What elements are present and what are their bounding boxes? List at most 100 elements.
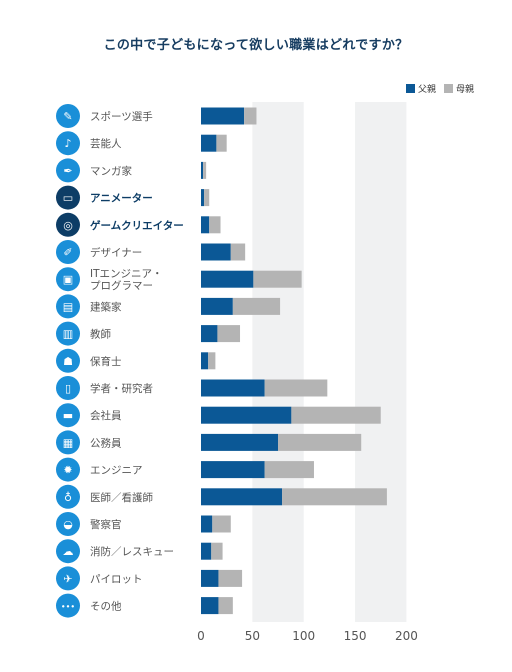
category-icon-circle (56, 566, 80, 591)
palette-icon: ✐ (63, 246, 72, 259)
fire-icon: ☁ (63, 545, 74, 558)
bar-father (201, 379, 265, 397)
category-label: 会社員 (90, 409, 122, 422)
grid-band (252, 102, 304, 622)
tv-icon: ▭ (63, 192, 73, 205)
category-label: スポーツ選手 (90, 110, 153, 123)
category-icon-circle (56, 484, 80, 509)
category-label: ゲームクリエイター (90, 219, 184, 232)
bar-mother (218, 569, 243, 587)
bar-father (201, 433, 279, 451)
flask-icon: ▯ (65, 382, 71, 395)
bar-mother (278, 433, 362, 451)
x-tick-label: 150 (344, 629, 367, 643)
bar-mother (264, 461, 314, 479)
category-label: 学者・研究者 (90, 382, 153, 395)
gamepad-icon: ◎ (63, 219, 73, 232)
x-tick-label: 50 (245, 629, 260, 643)
bar-father (201, 325, 218, 343)
category-icon-circle (56, 131, 80, 156)
bar-father (201, 134, 217, 152)
bar-mother (230, 243, 246, 261)
bar-mother (291, 406, 381, 424)
category-icon-circle (56, 321, 80, 346)
microphone-icon: ♪ (64, 137, 71, 150)
category-label: 警察官 (90, 518, 122, 531)
computer-icon: ▣ (63, 273, 73, 286)
bar-father (201, 542, 212, 560)
category-icon-circle (56, 267, 80, 292)
bar-mother (203, 161, 207, 179)
category-label: 医師／看護師 (90, 491, 153, 504)
category-label: パイロット (90, 573, 143, 585)
bar-mother (208, 352, 216, 370)
category-icon-circle (56, 512, 80, 536)
x-tick-label: 0 (197, 629, 205, 643)
bar-father (201, 107, 245, 125)
category-icon-circle (56, 593, 80, 618)
legend-item-father: 父親 (405, 82, 436, 95)
airplane-icon: ✈ (63, 572, 72, 585)
stethoscope-icon: ♁ (64, 491, 72, 504)
category-label: 建築家 (90, 300, 122, 313)
bar-father (201, 216, 210, 234)
category-icon-circle (56, 104, 80, 128)
category-icon-circle (56, 457, 80, 482)
bar-father (201, 515, 213, 533)
bar-father (201, 461, 265, 479)
category-icon-circle (56, 376, 80, 400)
bar-mother (216, 134, 227, 152)
category-icon-circle (56, 539, 80, 564)
category-label: エンジニア (90, 465, 143, 477)
category-icon-circle (56, 348, 80, 373)
category-label: マンガ家 (90, 164, 132, 177)
gear-icon: ✹ (63, 464, 72, 477)
bar-father (201, 243, 231, 261)
category-icon-circle (56, 294, 80, 319)
legend-label-father: 父親 (417, 85, 436, 95)
pen-icon: ✒ (63, 164, 72, 177)
bar-father (201, 352, 209, 370)
category-label: 芸能人 (90, 137, 122, 150)
legend-swatch-father (405, 84, 415, 93)
category-icon-circle (56, 212, 80, 237)
bar-father (201, 569, 219, 587)
category-icon-circle (56, 430, 80, 455)
bar-father (201, 161, 204, 179)
bar-mother (212, 515, 231, 533)
bar-mother (282, 488, 387, 506)
bar-mother (244, 107, 257, 125)
legend-swatch-mother (443, 84, 453, 93)
category-icon-circle (56, 403, 80, 428)
book-icon: ▥ (63, 328, 73, 341)
blueprint-icon: ▤ (63, 300, 73, 313)
bar-mother (264, 379, 328, 397)
x-tick-label: 100 (292, 629, 315, 643)
category-label: アニメーター (90, 193, 153, 205)
category-icon-circle (56, 240, 80, 264)
category-label: その他 (90, 600, 122, 613)
category-icon-circle (56, 185, 80, 210)
legend-item-mother: 母親 (443, 82, 474, 95)
x-tick-label: 200 (395, 629, 418, 643)
briefcase-icon: ▬ (63, 409, 73, 422)
bar-mother (217, 325, 241, 343)
bar-mother (232, 297, 281, 315)
category-label: 消防／レスキュー (90, 545, 174, 558)
category-icon-circle (56, 158, 80, 183)
bar-mother (204, 189, 210, 207)
bar-father (201, 297, 233, 315)
bar-father (201, 597, 219, 615)
category-label: デザイナー (90, 246, 142, 259)
legend-label-mother: 母親 (455, 85, 474, 95)
apron-icon: ☗ (63, 355, 73, 368)
category-label: 教師 (90, 328, 111, 341)
bar-father (201, 406, 292, 424)
bar-father (201, 488, 283, 506)
legend: 父親 母親 (405, 82, 474, 95)
police-cap-icon: ◒ (63, 518, 73, 531)
category-label: ITエンジニア・プログラマー (90, 268, 163, 292)
bar-mother (209, 216, 221, 234)
bar-mother (253, 270, 302, 288)
